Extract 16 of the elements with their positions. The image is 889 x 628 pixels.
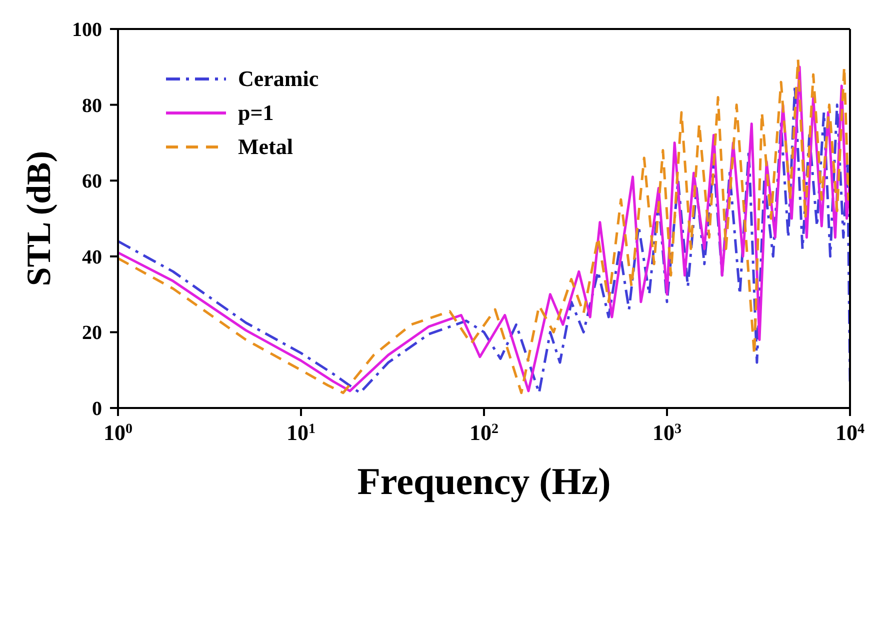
y-tick-label: 60 <box>82 170 102 193</box>
y-tick-label: 20 <box>82 322 102 344</box>
y-tick-label: 0 <box>92 398 102 420</box>
x-axis-title: Frequency (Hz) <box>357 461 611 503</box>
x-tick-label: 10$^{0}$ <box>104 420 132 445</box>
legend-label: p=1 <box>238 100 274 126</box>
x-tick-label: 10$^{4}$ <box>836 420 864 445</box>
y-axis-title: STL (dB) <box>21 150 58 286</box>
x-tick-label: 10$^{2}$ <box>470 420 498 445</box>
y-tick-label: 40 <box>82 246 102 268</box>
y-tick-label: 100 <box>72 19 102 41</box>
legend-label: Metal <box>238 134 293 160</box>
x-tick-label: 10$^{3}$ <box>652 420 682 445</box>
legend-label: Ceramic <box>238 66 319 92</box>
x-tick-label: 10$^{1}$ <box>286 420 316 445</box>
y-tick-label: 80 <box>82 94 102 117</box>
